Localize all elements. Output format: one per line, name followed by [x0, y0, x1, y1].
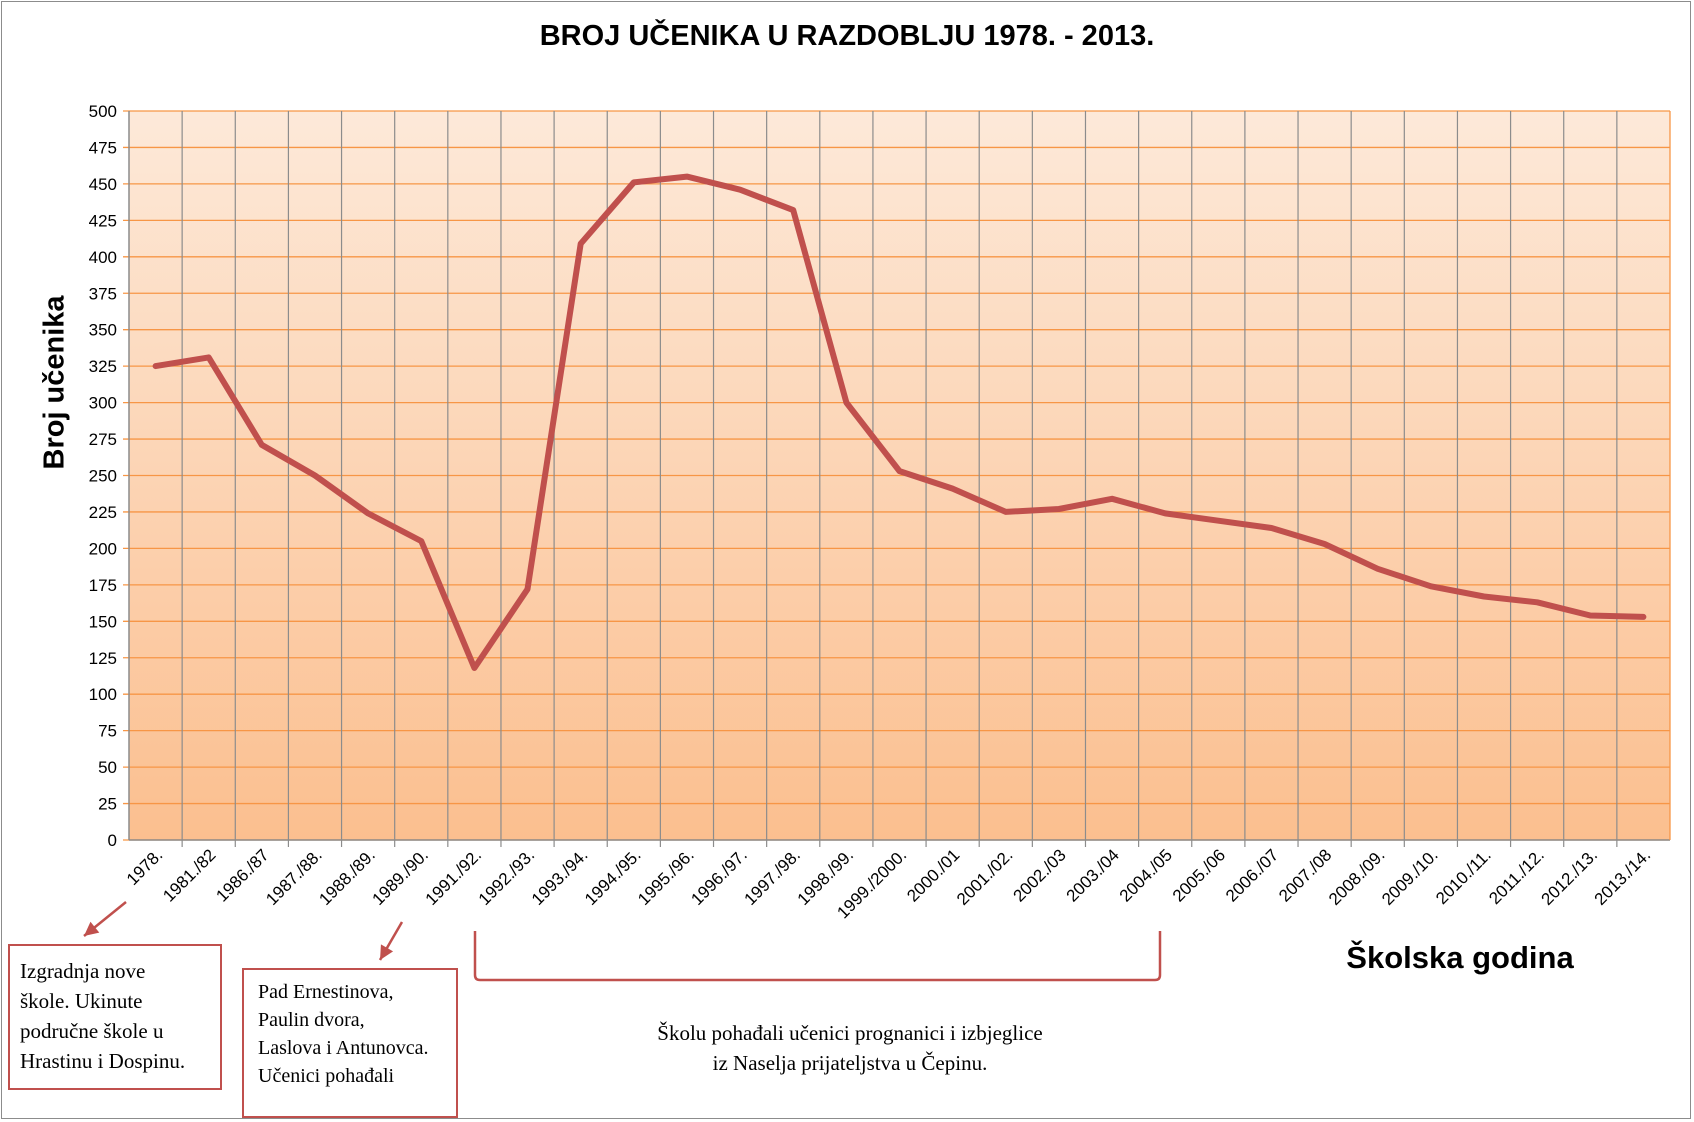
x-tick-label: 1992./93.	[475, 845, 539, 909]
annotation-shapes	[83, 901, 1162, 982]
x-tick-label: 2012./13.	[1538, 845, 1602, 909]
arrow-note2	[378, 921, 404, 961]
y-tick-label: 100	[89, 685, 117, 704]
x-tick-label: 1996./97.	[687, 845, 751, 909]
y-tick-label: 300	[89, 394, 117, 413]
y-tick-label: 225	[89, 503, 117, 522]
arrow-head	[380, 944, 394, 960]
x-tick-label: 2005./06	[1169, 845, 1229, 905]
x-tick-label: 1997./98.	[740, 845, 804, 909]
annotation-line: Učenici pohađali	[258, 1065, 395, 1087]
y-tick-label: 375	[89, 284, 117, 303]
annotation-new-school: Izgradnja nove škole. Ukinute područne ško…	[8, 944, 222, 1090]
annotation-villages: Pad Ernestinova, Paulin dvora, Laslova i A…	[242, 968, 458, 1118]
x-tick-label: 2009./10.	[1378, 845, 1442, 909]
y-tick-label: 125	[89, 649, 117, 668]
x-tick-label: 1993./94.	[528, 845, 592, 909]
y-tick-label: 400	[89, 248, 117, 267]
y-tick-label: 0	[108, 831, 117, 850]
x-tick-labels: 1978.1981./821986./871987./88.1988./89.1…	[123, 845, 1654, 922]
y-tick-label: 325	[89, 357, 117, 376]
y-tick-label: 475	[89, 138, 117, 157]
series-line	[152, 173, 1647, 671]
x-tick-label: 1987./88.	[262, 845, 326, 909]
x-tick-label: 1989./90.	[369, 845, 433, 909]
chart-title: BROJ UČENIKA U RAZDOBLJU 1978. - 2013.	[539, 20, 1155, 52]
x-tick-label: 2004./05	[1116, 845, 1176, 905]
annotation-line: područne škole u	[20, 1019, 164, 1043]
arrow-head	[84, 921, 100, 936]
x-tick-label: 2011./12.	[1485, 845, 1548, 908]
x-tick-label: 2001./02.	[953, 845, 1017, 909]
x-tick-label: 2006./07	[1222, 845, 1282, 905]
y-tick-label: 50	[98, 758, 117, 777]
annotation-line: Hrastinu i Dospinu.	[20, 1049, 186, 1073]
x-tick-label: 1994./95.	[581, 845, 645, 909]
y-tick-label: 250	[89, 467, 117, 486]
arrow-note1	[83, 901, 127, 937]
x-tick-label: 2008./09.	[1325, 845, 1389, 909]
y-tick-label: 500	[89, 102, 117, 121]
y-tick-label: 75	[98, 722, 117, 741]
y-tick-labels: 0 25 50 75 100 125 150 175 200 225 250 275 300 325 350…	[89, 102, 117, 850]
y-tick-label: 350	[89, 321, 117, 340]
annotation-refugees: Školu pohađali učenici prognanici i izbj…	[560, 1018, 1140, 1078]
horizontal-gridlines	[123, 110, 1670, 841]
annotation-line: Školu pohađali učenici prognanici i izbj…	[657, 1021, 1043, 1045]
y-tick-label: 175	[89, 576, 117, 595]
y-tick-label: 275	[89, 430, 117, 449]
annotation-line: Paulin dvora,	[258, 1009, 365, 1031]
y-tick-label: 200	[89, 539, 117, 558]
x-tick-label: 1988./89.	[315, 845, 379, 909]
x-tick-label: 2003./04	[1063, 845, 1123, 905]
y-tick-label: 25	[98, 795, 117, 814]
y-tick-label: 450	[89, 175, 117, 194]
x-tick-label: 2002./03	[1010, 845, 1070, 905]
bracket-1992-2005	[473, 931, 1162, 982]
x-tick-label: 2010./11.	[1432, 845, 1495, 908]
x-tick-label: 1978.	[123, 845, 167, 889]
y-tick-label: 425	[89, 211, 117, 230]
x-tick-label: 1981./82	[159, 845, 219, 905]
axes	[128, 111, 1671, 841]
x-tick-label: 2013./14.	[1591, 845, 1655, 909]
annotation-line: Pad Ernestinova,	[258, 981, 394, 1003]
vertical-gridlines	[181, 111, 1618, 847]
annotation-line: Izgradnja nove	[20, 959, 146, 983]
x-axis-label: Školska godina	[1346, 940, 1574, 975]
y-tick-label: 150	[89, 612, 117, 631]
x-tick-label: 1991./92.	[422, 845, 486, 909]
annotation-line: škole. Ukinute	[20, 989, 143, 1013]
x-tick-label: 1995./96.	[634, 845, 698, 909]
annotation-line: Laslova i Antunovca.	[258, 1037, 429, 1059]
annotation-line: iz Naselja prijateljstva u Čepinu.	[712, 1051, 988, 1075]
